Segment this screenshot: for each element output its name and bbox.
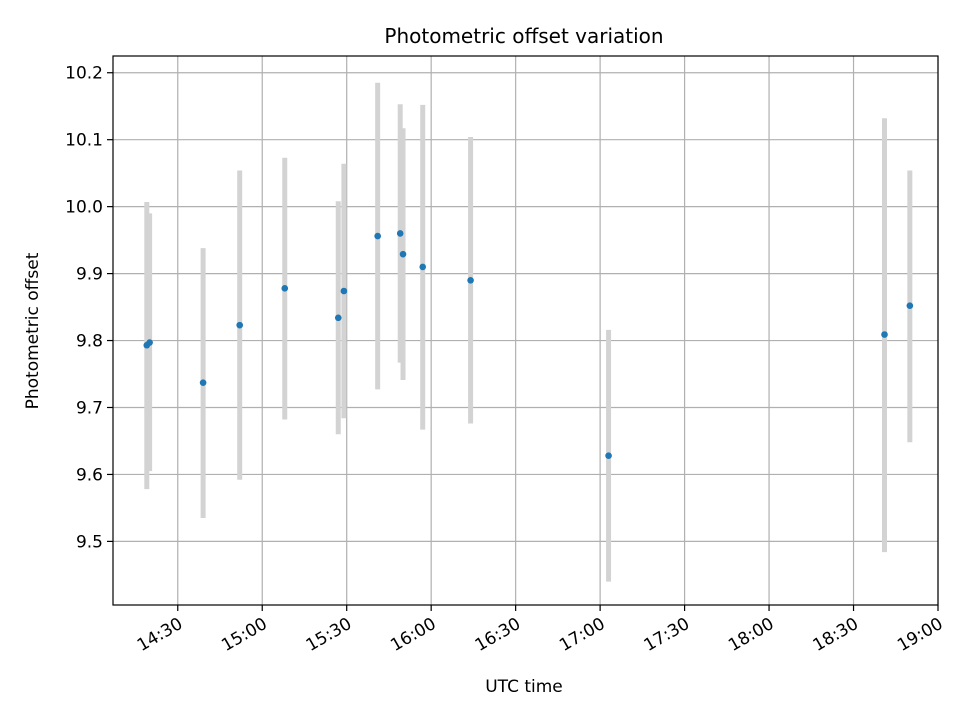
y-tick-label: 10.1 [65, 131, 103, 151]
data-point [340, 287, 348, 295]
y-axis-ticks: 9.5 9.6 9.7 9.8 9.9 10.0 10.1 10.2 [65, 64, 113, 552]
plot-area-frame [112, 55, 939, 606]
data-point [881, 331, 888, 338]
error-bars [144, 82, 913, 582]
data-point [334, 314, 342, 322]
y-tick-label: 9.7 [76, 398, 103, 418]
y-tick-label: 10.0 [65, 198, 103, 218]
data-point [396, 230, 404, 237]
x-axis-ticks: 14:30 15:00 15:30 16:00 16:30 17:00 17:30 18:00… [134, 605, 947, 656]
x-tick-label: 17:00 [556, 614, 608, 656]
data-point [605, 452, 612, 459]
data-point [146, 339, 153, 346]
x-tick-label: 15:00 [218, 614, 270, 656]
x-tick-label: 19:00 [894, 614, 946, 656]
data-point [281, 285, 289, 292]
data-point [399, 250, 407, 258]
data-point [236, 321, 244, 329]
y-tick-label: 9.6 [76, 465, 103, 485]
y-tick-label: 9.8 [76, 332, 103, 352]
data-point [199, 379, 207, 387]
x-tick-label: 18:00 [725, 614, 777, 656]
x-axis-title: UTC time [485, 677, 563, 697]
x-tick-label: 18:30 [810, 614, 862, 656]
grid-lines [113, 56, 939, 605]
x-tick-label: 16:30 [472, 614, 524, 656]
data-point [467, 276, 474, 284]
chart-title: Photometric offset variation [384, 24, 663, 48]
data-point [419, 263, 427, 271]
x-tick-label: 16:00 [387, 614, 439, 656]
x-tick-label: 14:30 [134, 614, 186, 656]
y-tick-label: 9.5 [76, 532, 103, 552]
y-tick-label: 10.2 [65, 64, 103, 84]
y-axis-title: Photometric offset [23, 252, 43, 409]
data-point [374, 232, 381, 240]
x-tick-label: 17:30 [641, 614, 693, 656]
y-tick-label: 9.9 [76, 265, 103, 285]
data-points [143, 230, 914, 459]
x-tick-label: 15:30 [303, 614, 355, 656]
data-point [906, 302, 914, 310]
